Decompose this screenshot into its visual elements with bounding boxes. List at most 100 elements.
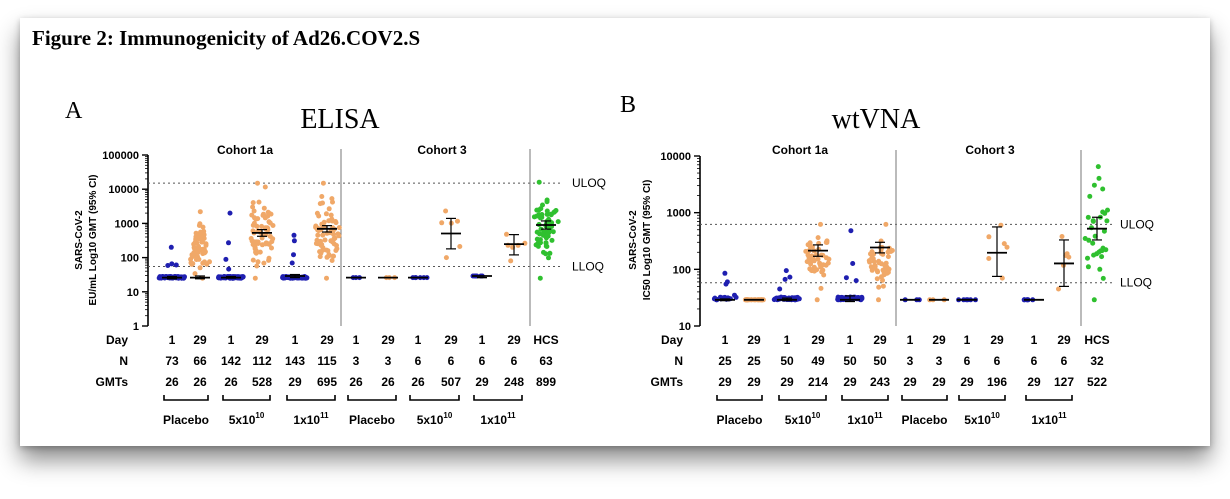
data-point [882, 266, 888, 272]
dose-label: Placebo [349, 413, 395, 427]
data-point [333, 220, 339, 226]
data-point [270, 223, 276, 228]
data-point [1091, 182, 1097, 188]
row-label-n: N [674, 354, 683, 368]
data-point [825, 260, 831, 266]
data-point [543, 243, 549, 249]
day-label: 29 [320, 333, 334, 347]
data-point [1004, 244, 1010, 250]
data-point [203, 242, 209, 248]
data-point [198, 229, 203, 235]
gmt-label: 29 [843, 375, 857, 389]
day-label: 1 [353, 333, 360, 347]
gmt-label: 196 [987, 375, 1007, 389]
group-bracket [901, 395, 948, 401]
data-point [544, 208, 550, 214]
data-point [257, 249, 263, 255]
n-label: 6 [479, 354, 486, 368]
data-point [807, 266, 813, 272]
data-point [250, 200, 256, 206]
data-point [200, 260, 206, 266]
data-point [326, 206, 332, 212]
data-point [291, 252, 296, 258]
data-point [194, 256, 200, 262]
gmt-label: 29 [288, 375, 302, 389]
y-tick-label: 100000 [102, 150, 139, 162]
data-point [439, 220, 445, 226]
gmt-label: 29 [718, 375, 732, 389]
data-point [334, 246, 340, 252]
data-point [1104, 218, 1110, 224]
y-tick-label: 100 [673, 264, 691, 276]
data-point [331, 253, 336, 259]
data-point [1087, 193, 1093, 199]
reference-label-lloq: LLOQ [1120, 276, 1152, 290]
gmt-label: 29 [780, 375, 794, 389]
n-label: 49 [811, 354, 825, 368]
row-label-day: Day [661, 333, 683, 347]
data-point [808, 244, 813, 250]
data-point [783, 268, 789, 274]
data-point [173, 262, 179, 268]
dose-label: Placebo [163, 413, 209, 427]
data-point [254, 239, 260, 245]
data-point [548, 211, 554, 217]
data-point [876, 260, 882, 266]
data-point [200, 251, 206, 257]
data-point [1101, 228, 1107, 234]
gmt-label: 528 [252, 375, 272, 389]
n-label: 63 [539, 354, 553, 368]
data-point [269, 245, 274, 251]
reference-label-lloq: LLOQ [572, 259, 604, 273]
gmt-label: 29 [475, 375, 489, 389]
data-point [724, 279, 730, 285]
y-tick-label: 10000 [108, 184, 139, 196]
data-point [986, 234, 992, 240]
data-point [291, 232, 297, 238]
group-bracket [347, 395, 397, 401]
data-point [538, 240, 543, 246]
group-bracket [958, 395, 1006, 401]
day-label: 1 [228, 333, 235, 347]
data-point [255, 216, 261, 222]
data-point [875, 269, 881, 275]
data-point [553, 208, 559, 213]
data-point [266, 255, 272, 261]
day-label: 29 [932, 333, 946, 347]
day-label: 1 [479, 333, 486, 347]
gmt-label: 26 [165, 375, 179, 389]
n-label: 50 [873, 354, 887, 368]
chart-panel-a: A ELISA SARS-CoV-2 EU/mL Log10 GMT (95% CI)… [65, 98, 606, 427]
data-point [267, 233, 273, 239]
group-bracket [163, 395, 209, 401]
data-point [192, 271, 198, 277]
gmt-label: 29 [960, 375, 974, 389]
data-point [880, 283, 886, 289]
data-point [810, 255, 816, 261]
data-point [329, 258, 335, 263]
data-point [227, 210, 233, 216]
gmt-label: 26 [381, 375, 395, 389]
n-label: 6 [994, 354, 1001, 368]
data-point [262, 215, 268, 221]
data-point [1085, 214, 1091, 220]
gmt-label: 29 [903, 375, 917, 389]
data-point [1091, 297, 1097, 303]
day-label: 1 [1031, 333, 1038, 347]
data-point [881, 272, 887, 278]
gmt-label: 248 [504, 375, 524, 389]
row-label-n: N [119, 354, 128, 368]
data-point [291, 238, 297, 244]
data-point [787, 274, 793, 280]
data-point [538, 206, 544, 212]
day-label: HCS [1084, 333, 1109, 347]
gmt-label: 243 [870, 375, 890, 389]
data-point [200, 239, 206, 245]
n-label: 73 [165, 354, 179, 368]
data-point [193, 230, 199, 236]
data-point [250, 257, 256, 263]
reference-label-uloq: ULOQ [1120, 217, 1154, 231]
data-point [320, 180, 326, 186]
data-point [197, 265, 203, 271]
